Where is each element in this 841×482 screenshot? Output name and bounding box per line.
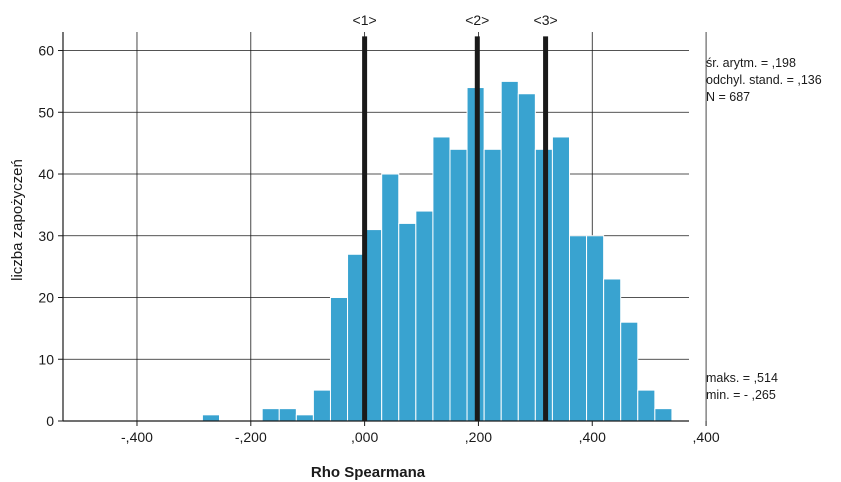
ticks-layer: 0 10 20 30 40 50 60 -,400 -,200 ,000 ,200 ,400 ,400 bbox=[38, 43, 719, 445]
y-tick-label: 60 bbox=[38, 43, 54, 59]
histogram-bar bbox=[261, 408, 280, 422]
histogram-bar bbox=[568, 235, 588, 422]
stat-min: min. = - ,265 bbox=[706, 388, 776, 402]
histogram-bar bbox=[312, 389, 331, 422]
y-tick-label: 50 bbox=[38, 104, 54, 120]
y-tick-label: 30 bbox=[38, 228, 54, 244]
x-tick-label: ,000 bbox=[351, 429, 378, 445]
histogram-bar bbox=[432, 136, 451, 422]
histogram-bar bbox=[654, 408, 673, 422]
histogram-bar bbox=[398, 222, 417, 422]
axes-layer bbox=[62, 32, 689, 422]
histogram-bar bbox=[381, 173, 400, 422]
x-tick-label: ,200 bbox=[465, 429, 492, 445]
marker-label: <2> bbox=[465, 12, 489, 28]
histogram-bar bbox=[329, 297, 349, 422]
x-tick-label: ,400 bbox=[692, 429, 719, 445]
histogram-bar bbox=[603, 278, 622, 422]
histogram-bar bbox=[415, 210, 434, 422]
histogram-bar bbox=[364, 229, 383, 422]
stat-n: N = 687 bbox=[706, 90, 751, 104]
marker-label: <3> bbox=[534, 12, 558, 28]
histogram-bar bbox=[551, 136, 570, 422]
y-tick-label: 0 bbox=[46, 413, 54, 429]
y-axis-title: liczba zapożyczeń bbox=[9, 159, 26, 281]
x-tick-label: -,400 bbox=[121, 429, 153, 445]
bars-layer bbox=[201, 80, 673, 422]
stat-mean: śr. arytm. = ,198 bbox=[706, 56, 796, 70]
histogram-bar bbox=[295, 414, 314, 422]
x-tick-label: -,200 bbox=[235, 429, 267, 445]
x-tick-label: ,400 bbox=[579, 429, 606, 445]
histogram-bar bbox=[483, 148, 502, 422]
y-tick-label: 20 bbox=[38, 290, 54, 306]
histogram-bar bbox=[517, 93, 536, 422]
y-tick-label: 40 bbox=[38, 166, 54, 182]
histogram-bar bbox=[586, 235, 605, 422]
stat-max: maks. = ,514 bbox=[706, 371, 778, 385]
histogram-bar bbox=[201, 414, 221, 422]
histogram-bar bbox=[278, 408, 297, 422]
histogram-bar bbox=[637, 389, 656, 422]
stat-std-dev: odchyl. stand. = ,136 bbox=[706, 73, 822, 87]
x-axis-title: Rho Spearmana bbox=[311, 464, 426, 481]
histogram-bar bbox=[620, 321, 639, 422]
histogram-bar bbox=[347, 253, 366, 422]
y-tick-label: 10 bbox=[38, 351, 54, 367]
markers-layer: <1> <2> <3> bbox=[353, 12, 558, 421]
histogram-bar bbox=[449, 148, 468, 422]
histogram-bar bbox=[500, 80, 519, 422]
marker-label: <1> bbox=[353, 12, 377, 28]
